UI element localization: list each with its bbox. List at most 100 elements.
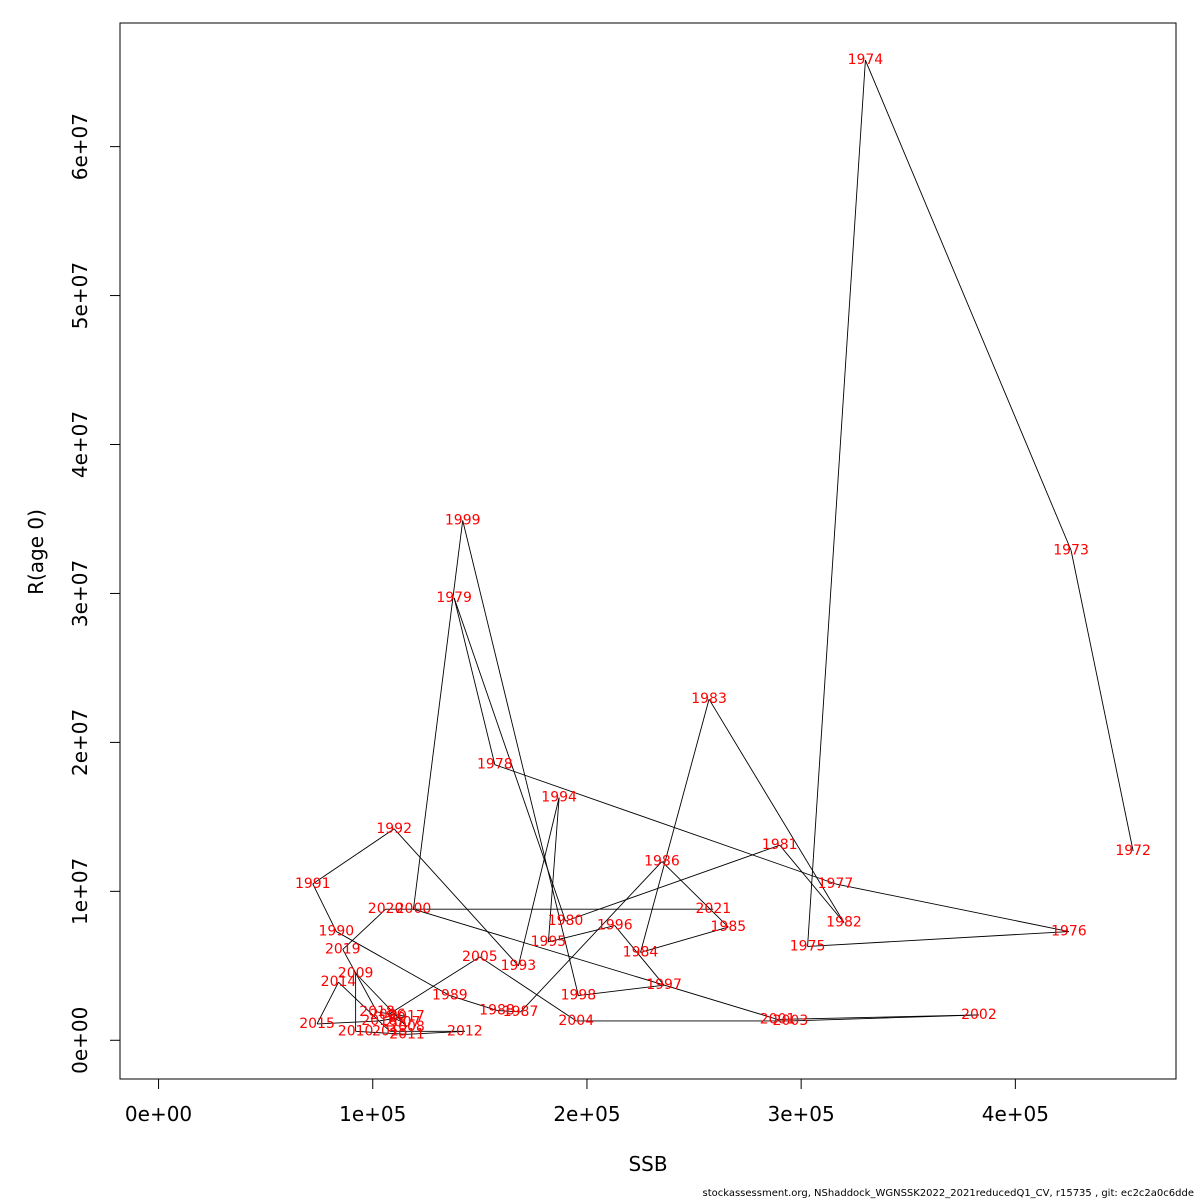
y-tick-label: 0e+00 xyxy=(68,1007,92,1074)
year-label-2005: 2005 xyxy=(462,949,498,965)
year-label-1986: 1986 xyxy=(644,854,680,870)
year-label-1998: 1998 xyxy=(561,988,597,1004)
year-label-2016: 2016 xyxy=(361,1013,397,1029)
series-segment xyxy=(387,956,481,1016)
year-label-2009: 2009 xyxy=(338,965,374,981)
series-segment xyxy=(338,981,391,1032)
year-label-1988: 1988 xyxy=(479,1002,515,1018)
series-segment xyxy=(779,844,845,923)
year-label-1984: 1984 xyxy=(623,944,659,960)
series-segment xyxy=(379,1015,408,1022)
year-label-1973: 1973 xyxy=(1053,542,1089,558)
year-label-1974: 1974 xyxy=(848,52,884,68)
series-segment xyxy=(547,797,560,943)
year-label-2017: 2017 xyxy=(389,1008,425,1024)
series-segment xyxy=(407,1030,465,1035)
year-label-1989: 1989 xyxy=(432,988,468,1004)
footer-attribution: stockassessment.org, NShaddock_WGNSSK202… xyxy=(702,1188,1194,1199)
series-segment xyxy=(640,926,729,953)
year-label-1996: 1996 xyxy=(597,918,633,934)
series-segment xyxy=(393,828,519,967)
year-label-2021: 2021 xyxy=(696,901,732,917)
series-segment xyxy=(578,984,665,997)
year-label-1980: 1980 xyxy=(548,913,584,929)
x-tick-label: 1e+05 xyxy=(339,1102,406,1126)
y-tick-label: 3e+07 xyxy=(68,560,92,627)
series-segment xyxy=(453,597,496,765)
year-label-1985: 1985 xyxy=(711,919,747,935)
year-label-2018: 2018 xyxy=(359,1004,395,1020)
series-segment xyxy=(312,883,337,932)
year-label-2000: 2000 xyxy=(396,901,432,917)
year-label-1978: 1978 xyxy=(477,757,513,773)
year-label-1995: 1995 xyxy=(531,934,567,950)
year-label-2002: 2002 xyxy=(961,1007,997,1023)
series-segment xyxy=(413,520,464,910)
x-tick-label: 2e+05 xyxy=(553,1102,620,1126)
y-tick-label: 1e+07 xyxy=(68,858,92,925)
series-segment xyxy=(517,797,560,966)
series-segment xyxy=(661,861,729,928)
year-label-1975: 1975 xyxy=(790,938,826,954)
y-tick-label: 4e+07 xyxy=(68,411,92,478)
series-segment xyxy=(462,520,579,996)
year-label-1990: 1990 xyxy=(319,924,355,940)
y-tick-label: 2e+07 xyxy=(68,709,92,776)
year-label-1979: 1979 xyxy=(436,590,472,606)
year-label-2006: 2006 xyxy=(370,1007,406,1023)
series-segment xyxy=(835,883,1069,932)
series-segment xyxy=(413,908,778,1020)
y-axis: 0e+00 1e+07 2e+07 3e+07 4e+07 5e+07 6e+07 xyxy=(68,113,121,1074)
series-segment xyxy=(614,925,665,986)
year-label-2007: 2007 xyxy=(385,1014,421,1030)
series-segment xyxy=(479,956,577,1022)
year-label-1972: 1972 xyxy=(1115,843,1151,859)
year-label-2020: 2020 xyxy=(368,901,404,917)
series-segment xyxy=(449,995,498,1011)
year-label-2015: 2015 xyxy=(299,1016,335,1032)
series-segment xyxy=(807,60,866,947)
y-tick-label: 6e+07 xyxy=(68,113,92,180)
year-label-1992: 1992 xyxy=(376,821,412,837)
year-label-1994: 1994 xyxy=(541,789,577,805)
year-label-1976: 1976 xyxy=(1051,924,1087,940)
series-segment xyxy=(355,1030,408,1035)
year-label-2008: 2008 xyxy=(389,1019,425,1035)
series-segment xyxy=(342,949,378,1013)
y-axis-title: R(age 0) xyxy=(24,509,48,595)
x-axis: 0e+00 1e+05 2e+05 3e+05 4e+05 xyxy=(125,1078,1049,1126)
series-segment xyxy=(640,699,710,953)
year-label-1999: 1999 xyxy=(445,512,481,528)
x-tick-label: 4e+05 xyxy=(982,1102,1049,1126)
year-label-1993: 1993 xyxy=(501,958,537,974)
year-labels: 1972 1973 1974 1975 1976 1977 1978 1979 1980 1981… xyxy=(295,52,1151,1042)
year-label-2013: 2013 xyxy=(372,1023,408,1039)
series-segment xyxy=(565,844,780,922)
year-label-1983: 1983 xyxy=(691,691,727,707)
year-label-1977: 1977 xyxy=(818,876,854,892)
series-segment xyxy=(494,764,836,885)
series-segment xyxy=(317,1020,380,1025)
year-label-1997: 1997 xyxy=(646,977,682,993)
series-segment xyxy=(1070,550,1134,852)
year-label-2019: 2019 xyxy=(325,941,361,957)
series-segment xyxy=(342,908,386,950)
series-segment xyxy=(548,925,615,943)
year-label-1982: 1982 xyxy=(826,915,862,931)
series-segment xyxy=(496,1010,521,1013)
x-tick-label: 3e+05 xyxy=(768,1102,835,1126)
year-label-2010: 2010 xyxy=(338,1023,374,1039)
series-segment xyxy=(312,828,395,885)
year-label-1987: 1987 xyxy=(503,1004,539,1020)
series-segment xyxy=(376,1011,408,1017)
series-segment xyxy=(336,931,451,996)
series-segment xyxy=(316,981,339,1025)
series-segment xyxy=(708,698,845,923)
series-segment xyxy=(807,931,1069,947)
series-segment xyxy=(864,60,1072,551)
series-line xyxy=(312,60,1134,1035)
year-label-2014: 2014 xyxy=(321,974,357,990)
year-label-2003: 2003 xyxy=(773,1013,809,1029)
